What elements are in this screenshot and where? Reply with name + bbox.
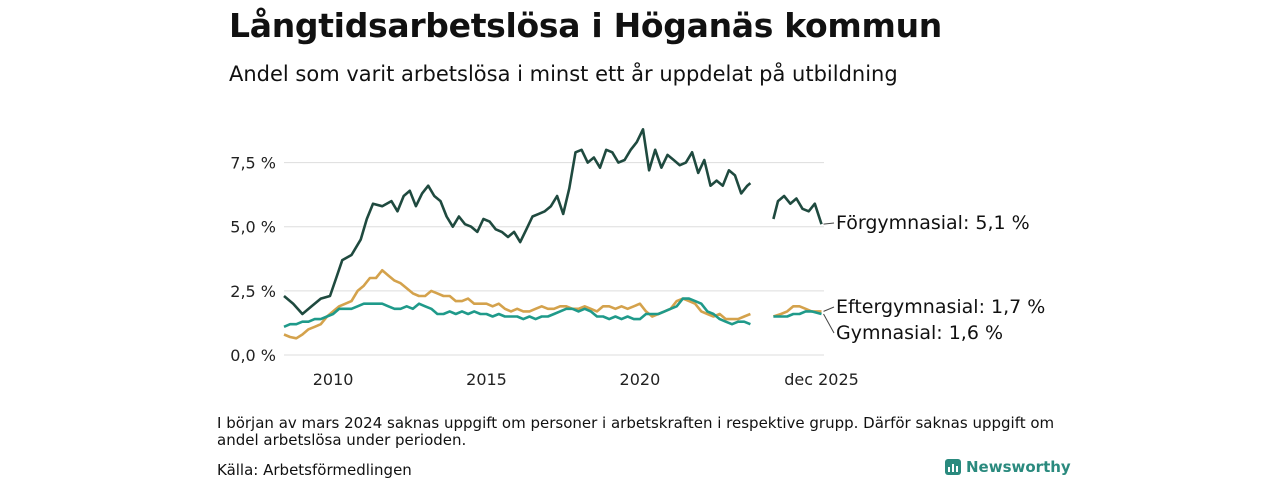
series-line-forgymnasial — [772, 194, 823, 225]
x-tick-label: 2015 — [466, 370, 507, 389]
series-lines — [283, 128, 823, 340]
source-note: Källa: Arbetsförmedlingen — [217, 461, 412, 479]
y-tick-label: 2,5 % — [230, 282, 276, 301]
label-leader-line — [823, 313, 835, 334]
line-chart: 0,0 % 2,5 % 5,0 % 7,5 % 2010 2015 2020 dec 202… — [230, 128, 1045, 389]
y-tick-label: 7,5 % — [230, 154, 276, 173]
series-end-labels: Förgymnasial: 5,1 % Eftergymnasial: 1,7 %… — [823, 212, 1045, 344]
x-axis-ticks: 2010 2015 2020 dec 2025 — [313, 370, 859, 389]
y-axis-ticks: 0,0 % 2,5 % 5,0 % 7,5 % — [230, 154, 276, 365]
chart-subtitle: Andel som varit arbetslösa i minst ett å… — [229, 62, 898, 86]
series-end-label-gymnasial: Gymnasial: 1,6 % — [836, 322, 1003, 344]
series-line-eftergymnasial — [283, 269, 751, 340]
series-line-gymnasial — [283, 297, 751, 328]
x-tick-label: 2020 — [620, 370, 661, 389]
chart-title: Långtidsarbetslösa i Höganäs kommun — [229, 6, 942, 45]
series-end-label-forgymnasial: Förgymnasial: 5,1 % — [836, 212, 1030, 234]
newsworthy-icon — [945, 459, 961, 475]
footnote: I början av mars 2024 saknas uppgift om … — [217, 414, 1055, 449]
series-end-label-eftergymnasial: Eftergymnasial: 1,7 % — [836, 296, 1045, 318]
x-tick-label: 2010 — [313, 370, 354, 389]
series-line-forgymnasial — [283, 128, 752, 316]
brand-label: Newsworthy — [966, 458, 1071, 476]
y-tick-label: 5,0 % — [230, 218, 276, 237]
label-leader-line — [823, 306, 835, 312]
series-line-gymnasial — [773, 310, 822, 318]
y-tick-label: 0,0 % — [230, 346, 276, 365]
grid-lines — [284, 162, 824, 356]
x-tick-label: dec 2025 — [784, 370, 859, 389]
newsworthy-logo[interactable]: Newsworthy — [945, 458, 1071, 476]
label-leader-line — [823, 222, 835, 225]
